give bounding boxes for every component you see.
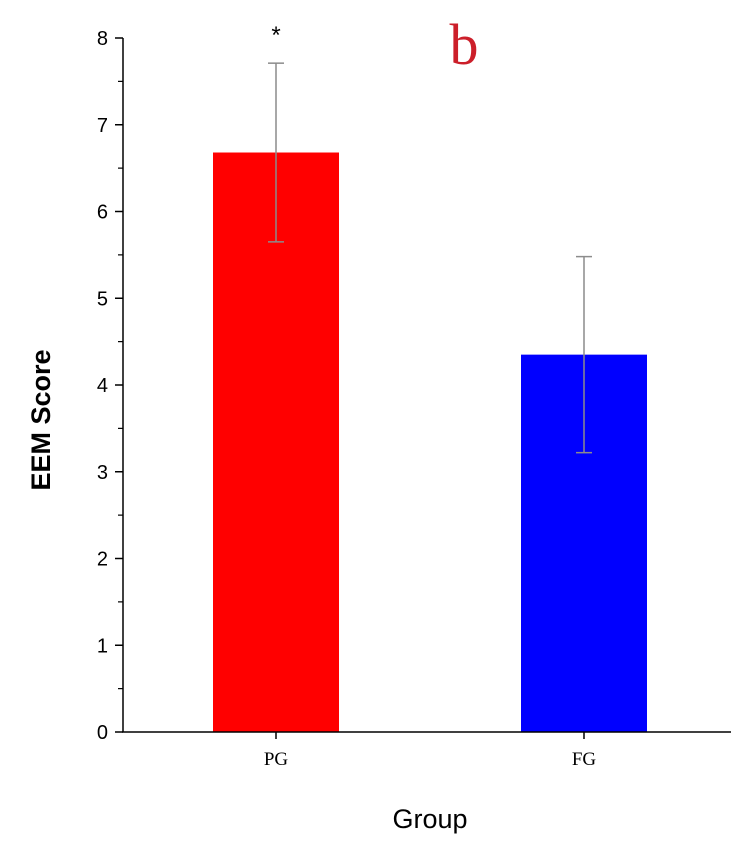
y-tick-label: 6 <box>97 202 108 224</box>
y-tick-label: 0 <box>97 722 108 744</box>
y-tick-label: 4 <box>97 375 108 397</box>
y-tick-label: 2 <box>97 549 108 571</box>
x-category-label: FG <box>572 749 597 770</box>
bars-layer <box>213 152 647 732</box>
bar-pg <box>213 152 339 732</box>
category-labels: PG FG <box>264 732 597 770</box>
significance-marker: * <box>271 22 280 49</box>
x-category-label: PG <box>264 749 289 770</box>
y-tick-label: 7 <box>97 115 108 137</box>
x-axis-title: Group <box>392 804 467 834</box>
panel-label: b <box>450 12 479 77</box>
y-tick-label: 8 <box>97 28 108 50</box>
y-axis-title: EEM Score <box>26 349 56 490</box>
error-bars-layer <box>268 62 592 454</box>
y-tick-label: 1 <box>97 635 108 657</box>
y-tick-label: 3 <box>97 462 108 484</box>
y-tick-label: 5 <box>97 288 108 310</box>
annotations-layer: * <box>271 22 280 49</box>
ticks-layer: 0 1 2 3 4 5 6 7 8 <box>97 28 123 744</box>
